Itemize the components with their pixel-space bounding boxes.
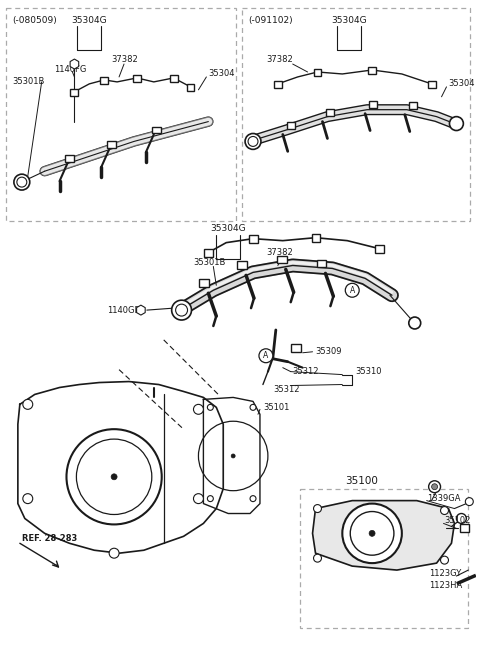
Text: 35304G: 35304G	[332, 16, 367, 25]
Text: 37382: 37382	[266, 54, 293, 64]
Bar	[107, 141, 116, 148]
Circle shape	[259, 349, 273, 363]
Circle shape	[465, 498, 473, 505]
Circle shape	[193, 404, 204, 414]
Circle shape	[207, 496, 213, 502]
Bar	[291, 344, 300, 352]
Bar	[242, 8, 470, 221]
Circle shape	[14, 174, 30, 190]
Circle shape	[17, 177, 27, 187]
Circle shape	[432, 484, 438, 490]
Text: REF. 28-283: REF. 28-283	[22, 534, 77, 543]
Text: 35301B: 35301B	[193, 258, 226, 267]
Text: 1140GD: 1140GD	[107, 306, 141, 315]
Text: 35309: 35309	[315, 347, 342, 356]
Circle shape	[193, 494, 204, 503]
Polygon shape	[137, 305, 145, 315]
Text: (-091102): (-091102)	[248, 16, 293, 25]
Text: 35100: 35100	[345, 476, 378, 486]
Circle shape	[231, 454, 235, 458]
Polygon shape	[70, 59, 79, 69]
Circle shape	[23, 494, 33, 503]
Bar	[71, 89, 78, 96]
Text: 35304G: 35304G	[72, 16, 107, 25]
Bar	[277, 255, 287, 264]
Text: 35301B: 35301B	[12, 77, 44, 86]
Bar	[199, 279, 209, 287]
Circle shape	[23, 399, 33, 410]
Bar	[100, 77, 108, 84]
Circle shape	[72, 62, 77, 67]
Bar	[313, 69, 322, 76]
Bar	[375, 245, 384, 253]
Circle shape	[409, 317, 420, 329]
Circle shape	[345, 283, 359, 297]
Bar	[6, 8, 236, 221]
Text: A: A	[349, 286, 355, 295]
Bar	[169, 75, 178, 82]
Text: 1123HA: 1123HA	[429, 581, 462, 590]
Circle shape	[66, 429, 162, 524]
Bar	[368, 67, 376, 74]
Bar	[300, 489, 468, 628]
Text: 35312: 35312	[293, 367, 319, 376]
Bar	[369, 100, 377, 108]
Bar	[65, 156, 74, 162]
Circle shape	[176, 304, 188, 316]
Bar	[249, 235, 258, 242]
Bar	[326, 109, 335, 115]
Text: 35304: 35304	[448, 80, 475, 88]
Text: 37382: 37382	[111, 54, 138, 64]
Circle shape	[441, 556, 448, 564]
Circle shape	[313, 554, 322, 562]
Circle shape	[109, 548, 119, 558]
Text: 35310: 35310	[355, 367, 382, 376]
Text: 37382: 37382	[266, 248, 293, 257]
Text: 1140FG: 1140FG	[55, 65, 87, 73]
Circle shape	[449, 117, 463, 130]
Bar	[460, 524, 469, 533]
Polygon shape	[312, 501, 455, 570]
Circle shape	[441, 507, 448, 515]
Circle shape	[248, 137, 258, 146]
Text: 35304: 35304	[208, 69, 235, 78]
Circle shape	[250, 404, 256, 410]
Circle shape	[172, 300, 192, 320]
Circle shape	[207, 404, 213, 410]
Bar	[409, 102, 417, 109]
Circle shape	[369, 530, 375, 537]
Circle shape	[342, 503, 402, 563]
Bar	[237, 262, 247, 270]
Bar	[152, 126, 161, 133]
Circle shape	[138, 308, 144, 312]
Circle shape	[429, 481, 441, 492]
Text: 35101: 35101	[263, 403, 289, 412]
Text: A: A	[264, 351, 268, 360]
Circle shape	[313, 505, 322, 513]
Text: 35102: 35102	[444, 516, 471, 525]
Text: 35304G: 35304G	[210, 224, 246, 233]
Text: 1123GY: 1123GY	[429, 568, 461, 577]
Bar	[428, 81, 435, 88]
Circle shape	[111, 474, 117, 480]
Circle shape	[250, 496, 256, 502]
Bar	[204, 249, 213, 257]
Bar	[274, 81, 282, 88]
Text: (-080509): (-080509)	[12, 16, 57, 25]
Bar	[316, 259, 326, 268]
Bar	[312, 234, 321, 242]
Text: 1339GA: 1339GA	[427, 494, 460, 503]
Circle shape	[456, 513, 467, 524]
Bar	[287, 122, 295, 128]
Text: 35312: 35312	[273, 385, 300, 394]
Bar	[187, 84, 194, 91]
Circle shape	[245, 133, 261, 150]
Bar	[133, 75, 141, 82]
